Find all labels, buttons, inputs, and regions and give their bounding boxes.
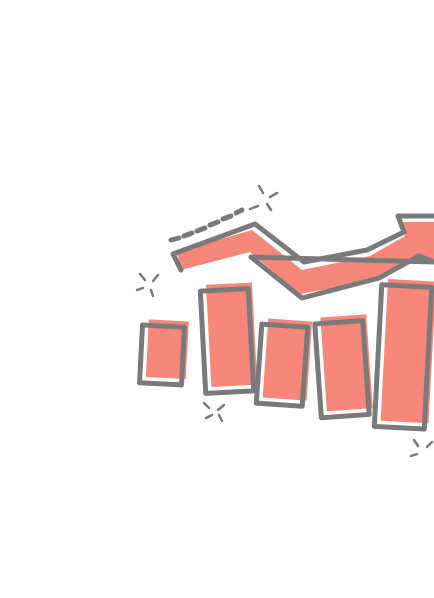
- chart-bar: [371, 279, 434, 432]
- bar-group: [137, 279, 434, 432]
- dash-marks-group: [168, 207, 245, 243]
- chart-bar: [137, 319, 189, 388]
- sparkle-right: [409, 438, 434, 458]
- dash-mark: [181, 230, 195, 239]
- sparkle-top: [248, 184, 279, 212]
- chart-bar-fill: [380, 279, 434, 424]
- chart-bar-outline: [253, 321, 311, 409]
- chart-bar-outline: [197, 286, 257, 396]
- chart-bar-fill: [262, 318, 313, 401]
- chart-bar-fill: [206, 282, 258, 388]
- chart-bar-fill: [145, 319, 189, 380]
- sparkle-left: [135, 272, 160, 298]
- growth-arrow-outline: [170, 213, 434, 301]
- chart-bar-outline: [312, 318, 372, 421]
- growth-arrow: [170, 213, 434, 301]
- chart-bar-fill: [320, 314, 373, 412]
- dash-mark: [194, 225, 208, 234]
- sparkle-group: [135, 184, 434, 458]
- dash-mark: [207, 219, 221, 228]
- chart-bar: [312, 314, 373, 421]
- dash-mark: [220, 213, 234, 222]
- chart-bar-outline: [371, 282, 434, 432]
- chart-bar-outline: [137, 322, 187, 388]
- chart-bar: [197, 282, 258, 396]
- chart-bar: [253, 318, 313, 409]
- sparkle-bottom: [202, 401, 226, 423]
- dash-mark: [168, 235, 182, 243]
- growth-arrow-fill: [177, 222, 434, 294]
- dash-mark: [233, 207, 245, 216]
